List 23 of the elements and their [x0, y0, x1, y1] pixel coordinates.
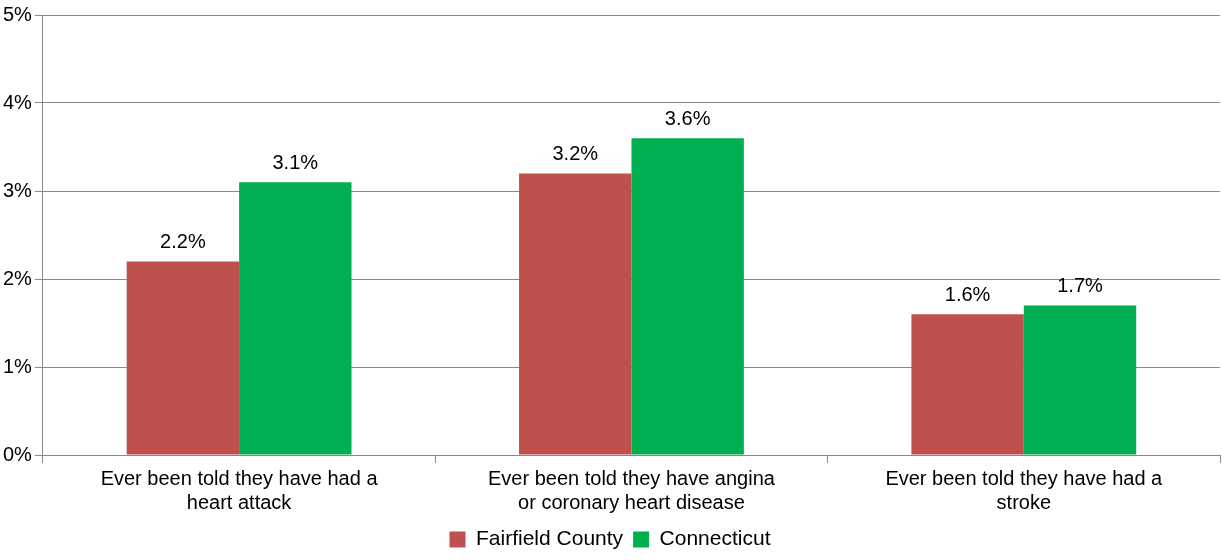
- bar: [911, 314, 1024, 455]
- x-tick-label: Ever been told they have had a heart attack: [100, 466, 379, 513]
- bar: [631, 138, 744, 455]
- bar: [126, 261, 240, 455]
- y-tick-label: 1%: [3, 354, 33, 377]
- y-tick-label: 0%: [3, 442, 33, 465]
- data-label: 1.6%: [944, 282, 991, 305]
- legend-label: Connecticut: [659, 526, 771, 550]
- y-tick-label: 2%: [3, 266, 33, 289]
- data-label: 2.2%: [160, 229, 206, 252]
- bar: [519, 173, 632, 455]
- data-label: 3.1%: [272, 150, 319, 173]
- data-label: 3.2%: [552, 141, 599, 164]
- bar: [239, 182, 352, 455]
- legend-label: Fairfield County: [476, 526, 624, 550]
- bar: [1023, 305, 1137, 455]
- data-label: 3.6%: [664, 106, 711, 129]
- y-tick-label: 4%: [3, 90, 33, 113]
- y-tick-label: 3%: [3, 178, 33, 201]
- y-tick-label: 5%: [3, 2, 33, 25]
- x-tick-label: Ever been told they have had a stroke: [885, 466, 1164, 513]
- x-tick-label: Ever been told they have angina or coronary heart disease: [488, 466, 776, 513]
- data-label: 1.7%: [1057, 273, 1104, 296]
